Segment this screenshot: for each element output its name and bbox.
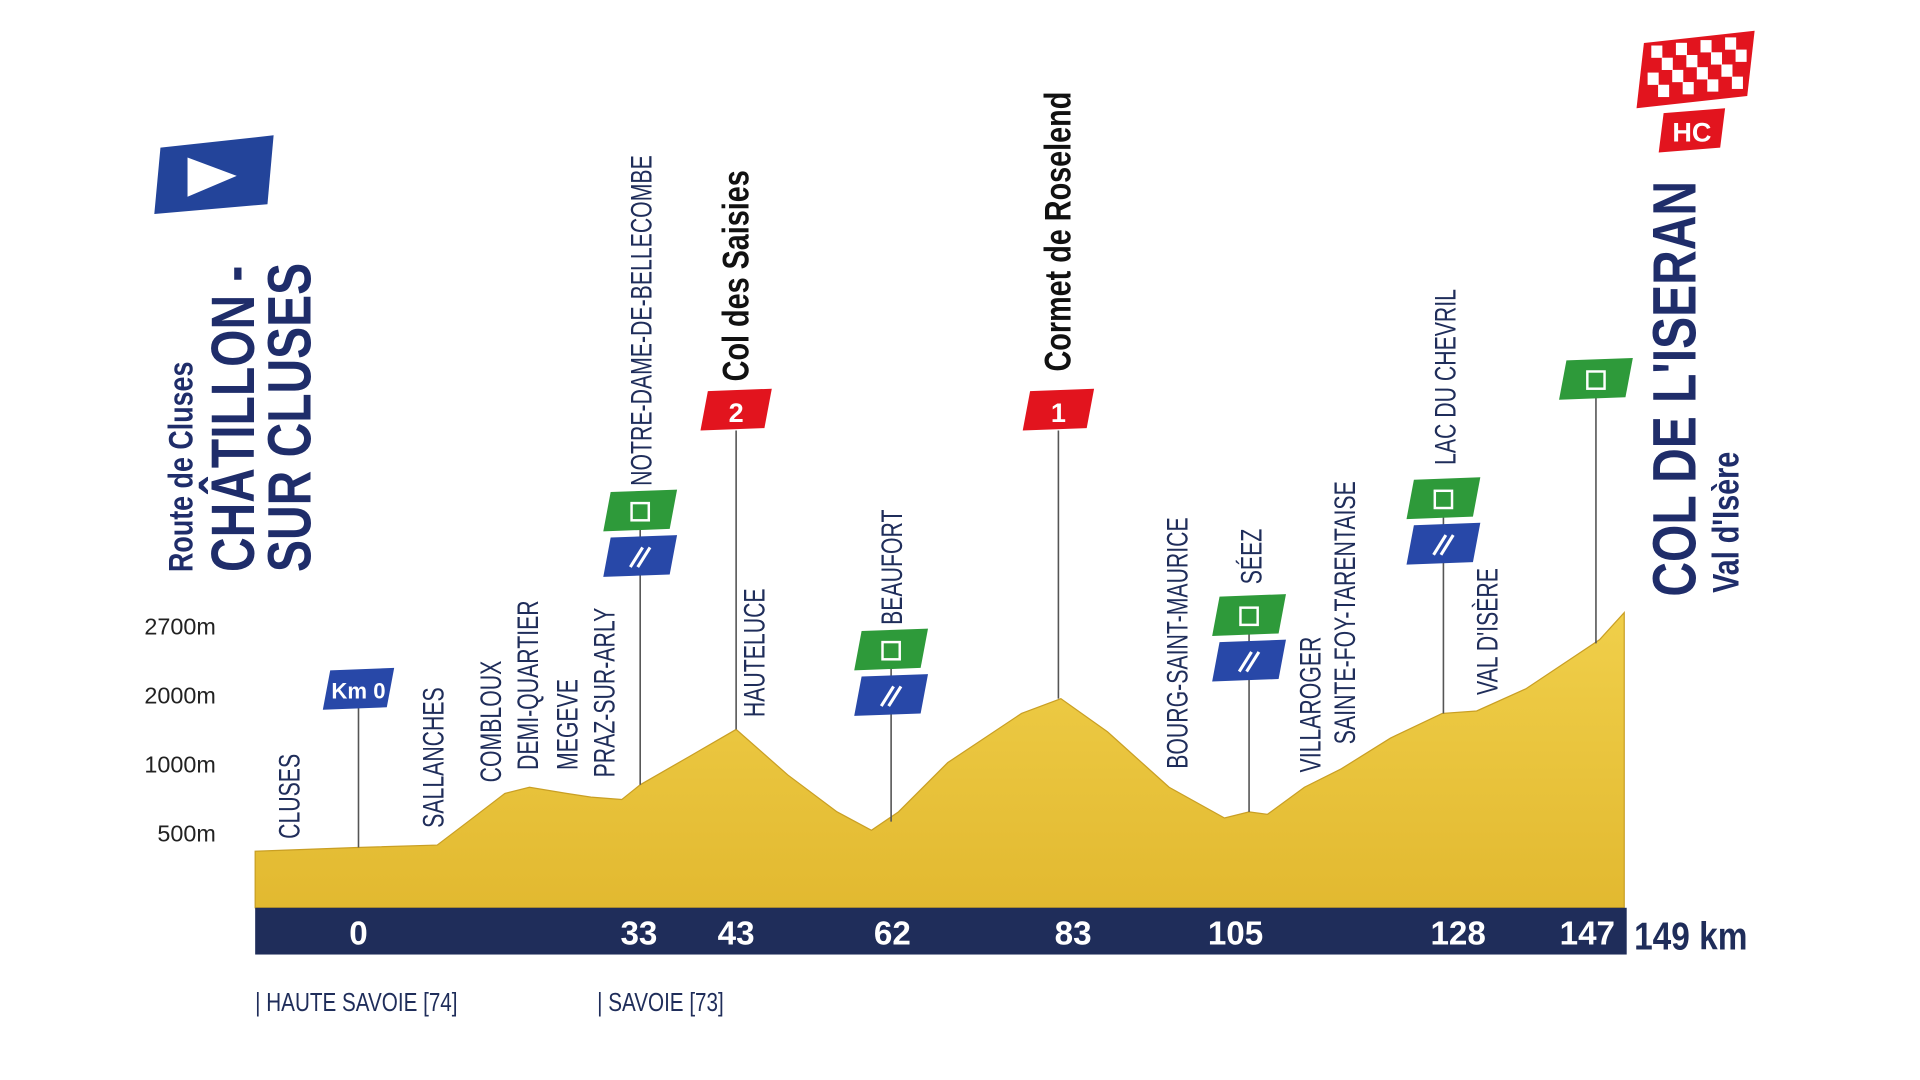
elevation-profile: [254, 610, 1625, 909]
place-name: PRAZ-SUR-ARLY: [589, 608, 621, 778]
checker: [1725, 37, 1737, 50]
flag: [603, 489, 678, 532]
km-marker: 105: [1208, 916, 1263, 953]
climb-category: 1: [1051, 398, 1066, 428]
feed-icon: [1239, 606, 1259, 627]
flag: [603, 535, 678, 577]
sprint-icon: [1432, 534, 1455, 556]
place-name: CLUSES: [274, 754, 306, 839]
checker: [1651, 45, 1663, 58]
km-marker: 83: [1055, 916, 1092, 953]
place-name: NOTRE-DAME-DE-BELLECOMBE: [626, 155, 658, 486]
km-zero-label: Km 0: [331, 679, 385, 704]
feed-icon: [881, 640, 901, 661]
checker: [1675, 42, 1687, 56]
flag: [1406, 522, 1481, 565]
finish-flag: [1636, 30, 1755, 153]
feed-icon: [630, 501, 651, 522]
checker: [1661, 57, 1673, 70]
altitude-label: 500m: [157, 820, 215, 846]
place-name: SAINTE-FOY-TARENTAISE: [1330, 481, 1362, 744]
total-distance: 149 km: [1634, 914, 1747, 958]
climb-category: 2: [729, 398, 744, 428]
place-name: SALLANCHES: [418, 687, 450, 828]
km-marker: 33: [620, 916, 657, 953]
place-name: VILLAROGER: [1295, 637, 1327, 773]
finish-name: COL DE L'ISERAN: [1640, 181, 1709, 597]
place-name: LAC DU CHEVRIL: [1430, 289, 1462, 465]
checker: [1682, 82, 1694, 95]
sprint-icon: [879, 685, 903, 707]
flag: [854, 628, 929, 671]
km-marker: 147: [1560, 916, 1615, 953]
finish-category: HC: [1672, 117, 1711, 147]
place-name: BEAUFORT: [877, 509, 909, 625]
checker: [1710, 52, 1723, 65]
place-name: COMBLOUX: [476, 661, 508, 783]
flag: [1022, 388, 1095, 431]
checker: [1731, 76, 1743, 89]
checker: [1647, 72, 1659, 85]
checker: [1696, 67, 1708, 80]
distance-bar: [255, 907, 1627, 955]
flag: [322, 667, 395, 710]
altitude-label: 2700m: [144, 614, 215, 640]
km-marker: 43: [718, 916, 755, 953]
checker: [1672, 69, 1684, 83]
climb-name: Cormet de Roselend: [1038, 92, 1079, 372]
sprint-icon: [1237, 651, 1261, 673]
sprint-icon: [629, 546, 652, 568]
km-marker: 0: [349, 916, 367, 953]
climb-name: Col des Saisies: [716, 170, 757, 381]
start-icon: [154, 135, 274, 215]
feed-icon: [1586, 370, 1606, 390]
flag: [1212, 639, 1286, 682]
department: | HAUTE SAVOIE [74]: [255, 988, 457, 1017]
checker: [1707, 79, 1719, 92]
place-name: MEGEVE: [552, 679, 584, 770]
feed-icon: [1433, 489, 1454, 510]
start-name: CHÂTILLON -: [198, 266, 267, 572]
place-name: HAUTELUCE: [739, 588, 771, 717]
altitude-label: 2000m: [144, 683, 215, 709]
place-name: SÉEZ: [1235, 529, 1268, 585]
place-name: VAL D'ISÈRE: [1471, 568, 1504, 695]
km-marker: 62: [874, 916, 911, 953]
altitude-label: 1000m: [144, 751, 215, 777]
checker: [1735, 49, 1747, 62]
flag: [1406, 477, 1481, 520]
place-name: BOURG-SAINT-MAURICE: [1162, 517, 1194, 769]
km-marker: 128: [1430, 916, 1485, 953]
finish-subtitle: Val d'Isère: [1706, 452, 1747, 593]
start-subtitle: Route de Cluses: [161, 362, 200, 572]
flag: [1212, 594, 1286, 636]
flag: [700, 388, 772, 431]
checker: [1700, 40, 1712, 53]
checker: [1686, 54, 1698, 68]
start-name: SUR CLUSES: [255, 263, 324, 572]
flag: [854, 674, 929, 716]
place-name: DEMI-QUARTIER: [513, 600, 545, 770]
flag: [1559, 357, 1633, 400]
poles: [322, 357, 1633, 848]
checker: [1658, 84, 1670, 98]
checker: [1721, 64, 1733, 77]
department: | SAVOIE [73]: [597, 988, 724, 1017]
